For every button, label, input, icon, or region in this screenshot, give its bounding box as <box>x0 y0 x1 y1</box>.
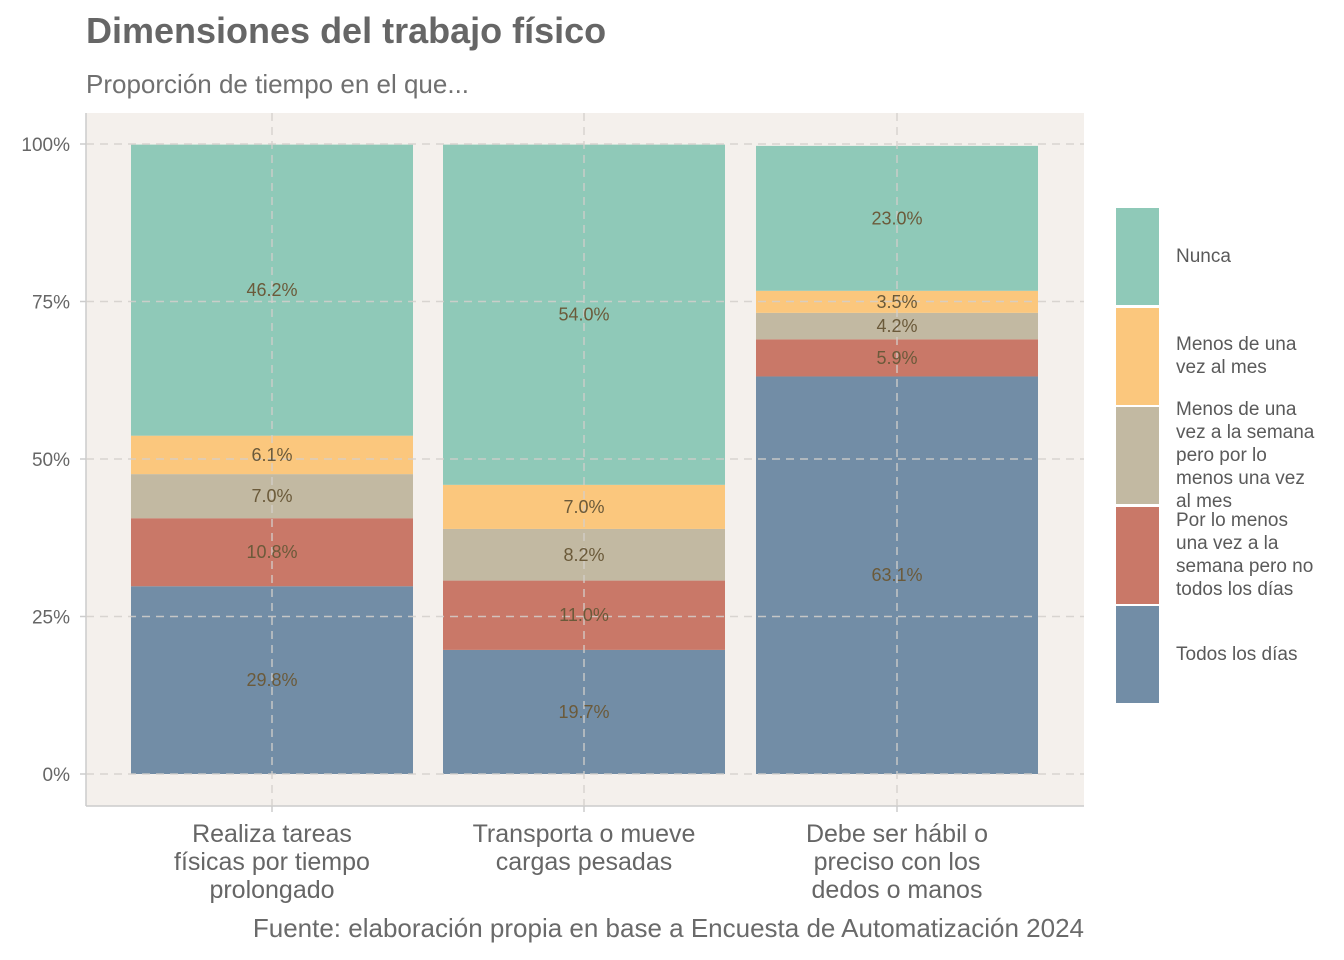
data-label: 8.2% <box>563 545 604 565</box>
data-label: 10.8% <box>246 542 297 562</box>
data-label: 11.0% <box>559 605 609 625</box>
legend-swatch <box>1116 307 1159 405</box>
x-tick-label: Debe ser hábil o <box>806 820 988 848</box>
chart-title: Dimensiones del trabajo físico <box>86 10 607 51</box>
y-tick-label: 50% <box>32 450 70 471</box>
data-label: 63.1% <box>871 565 922 585</box>
x-tick-label: Transporta o mueve <box>473 820 696 848</box>
x-tick-label: preciso con los <box>814 848 981 876</box>
legend-label: Nunca <box>1176 246 1231 267</box>
y-tick-label: 25% <box>32 608 70 629</box>
data-label: 54.0% <box>558 305 609 325</box>
data-label: 6.1% <box>251 445 292 465</box>
data-label: 3.5% <box>876 292 917 312</box>
legend-item: Nunca <box>1116 208 1344 305</box>
data-label: 7.0% <box>251 486 292 506</box>
legend-item: Menos de una vez a la semana pero por lo me… <box>1116 399 1344 512</box>
legend-swatch <box>1116 407 1159 504</box>
legend-item: Menos de una vez al mes <box>1116 307 1344 405</box>
legend-item: Todos los días <box>1116 606 1344 703</box>
bar-segment <box>443 649 725 774</box>
data-label: 46.2% <box>246 280 297 300</box>
x-tick-label: dedos o manos <box>812 876 983 904</box>
x-tick-label: cargas pesadas <box>496 848 673 876</box>
y-tick-label: 100% <box>21 135 70 156</box>
data-label: 19.7% <box>558 702 609 722</box>
chart-subtitle: Proporción de tiempo en el que... <box>86 69 470 99</box>
x-tick-label: prolongado <box>209 876 334 904</box>
legend-label: Menos de una vez a la semana pero por lo me… <box>1176 399 1315 512</box>
data-label: 4.2% <box>876 316 917 336</box>
legend-swatch <box>1116 208 1159 305</box>
legend-swatch <box>1116 606 1159 703</box>
x-tick-label: Realiza tareas <box>192 820 352 848</box>
x-tick-label: físicas por tiempo <box>174 848 370 876</box>
legend-label: Menos de una vez al mes <box>1176 334 1297 378</box>
data-label: 23.0% <box>871 208 922 228</box>
data-label: 29.8% <box>246 670 297 690</box>
bar-segment <box>131 144 413 436</box>
y-tick-label: 0% <box>43 765 71 786</box>
y-tick-label: 75% <box>32 293 70 314</box>
data-label: 7.0% <box>563 497 604 517</box>
legend-swatch <box>1116 506 1159 604</box>
legend-item: Por lo menos una vez a la semana pero no to… <box>1116 506 1344 604</box>
legend-label: Todos los días <box>1176 644 1298 665</box>
data-label: 5.9% <box>876 348 917 368</box>
chart-caption: Fuente: elaboración propia en base a Enc… <box>252 913 1084 943</box>
legend-label: Por lo menos una vez a la semana pero no to… <box>1176 510 1314 600</box>
